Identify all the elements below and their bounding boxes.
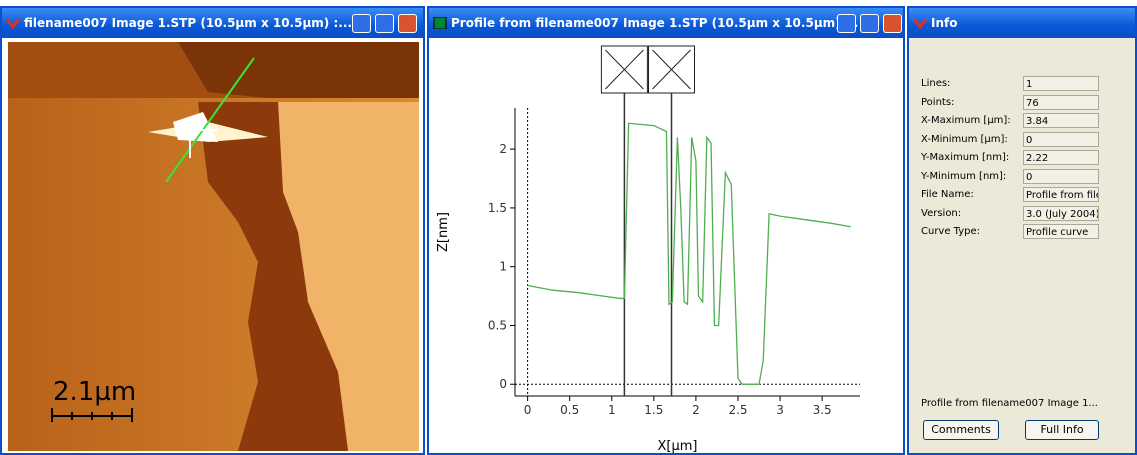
info-window: Info Lines: 1 Points: 76 X-Maximum [µm]: 3.84… xyxy=(907,6,1137,455)
maximize-button[interactable] xyxy=(375,14,394,33)
y-axis-label: Z[nm] xyxy=(436,212,451,252)
cursor-handle xyxy=(648,45,696,94)
cursor-handle xyxy=(600,45,648,94)
x-tick-label: 1.5 xyxy=(644,403,663,417)
info-value: 0 xyxy=(1023,168,1099,184)
y-tick-label: 1.5 xyxy=(488,201,507,215)
close-button[interactable] xyxy=(883,14,902,33)
maximize-button[interactable] xyxy=(860,14,879,33)
x-tick-label: 0 xyxy=(524,403,532,417)
info-value: Profile curve xyxy=(1023,224,1099,239)
info-value: 1 xyxy=(1023,76,1099,91)
y-tick-label: 0.5 xyxy=(488,318,507,332)
title-bar: Info xyxy=(909,8,1135,38)
x-tick-label: 1 xyxy=(608,403,616,417)
x-tick-label: 0.5 xyxy=(560,403,579,417)
profile-window: Profile from filename007 Image 1.STP (10… xyxy=(427,6,905,455)
info-value: 76 xyxy=(1023,94,1099,110)
image-window: filename007 Image 1.STP (10.5µm x 10.5µm… xyxy=(0,6,425,455)
info-label: X-Maximum [µm]: xyxy=(921,115,1011,126)
close-button[interactable] xyxy=(398,14,417,33)
y-tick-label: 2 xyxy=(499,142,507,156)
info-label: Points: xyxy=(921,96,955,108)
scale-bar-label: 2.1µm xyxy=(53,377,136,407)
title-bar: Profile from filename007 Image 1.STP (10… xyxy=(429,8,903,38)
info-label: Version: xyxy=(921,207,962,219)
info-value: 0 xyxy=(1023,131,1099,147)
profile-chart: 0 0.5 1 1.5 2 2.5 3 3.5 0 0.5 1 1.5 2 X[µm] Z[nm] xyxy=(436,45,860,454)
x-tick-label: 3 xyxy=(776,403,784,417)
info-label: Lines: xyxy=(921,78,951,89)
info-label: Y-Maximum [nm]: xyxy=(921,152,1010,163)
minimize-button[interactable] xyxy=(352,14,371,33)
info-label: Curve Type: xyxy=(921,226,981,237)
x-axis-label: X[µm] xyxy=(658,439,698,454)
x-tick-label: 2.5 xyxy=(728,403,747,417)
x-tick-label: 2 xyxy=(692,403,700,417)
minimize-button[interactable] xyxy=(837,14,856,33)
afm-image: 2.1µm xyxy=(8,42,419,451)
window-title: filename007 Image 1.STP (10.5µm x 10.5µm… xyxy=(24,16,352,30)
app-icon xyxy=(913,18,927,29)
y-tick-label: 0 xyxy=(499,377,507,391)
scale-bar xyxy=(51,408,133,422)
window-title: Profile from filename007 Image 1.STP (10… xyxy=(451,16,859,30)
info-value: Profile from file xyxy=(1023,187,1099,202)
info-value: 3.84 xyxy=(1023,113,1099,128)
y-tick-label: 1 xyxy=(499,260,507,274)
status-text: Profile from filename007 Image 1... xyxy=(921,398,1098,409)
info-label: X-Minimum [µm]: xyxy=(921,133,1008,145)
app-icon xyxy=(433,17,447,29)
info-value: 2.22 xyxy=(1023,150,1099,165)
title-bar: filename007 Image 1.STP (10.5µm x 10.5µm… xyxy=(2,8,423,38)
profile-line xyxy=(527,122,851,385)
window-title: Info xyxy=(931,16,958,30)
info-value: 3.0 (July 2004) xyxy=(1023,205,1099,221)
x-tick-label: 3.5 xyxy=(813,403,832,417)
comments-button[interactable]: Comments xyxy=(923,420,999,440)
info-label: Y-Minimum [nm]: xyxy=(921,170,1007,182)
info-label: File Name: xyxy=(921,189,974,200)
full-info-button[interactable]: Full Info xyxy=(1025,420,1099,440)
app-icon xyxy=(6,18,20,29)
